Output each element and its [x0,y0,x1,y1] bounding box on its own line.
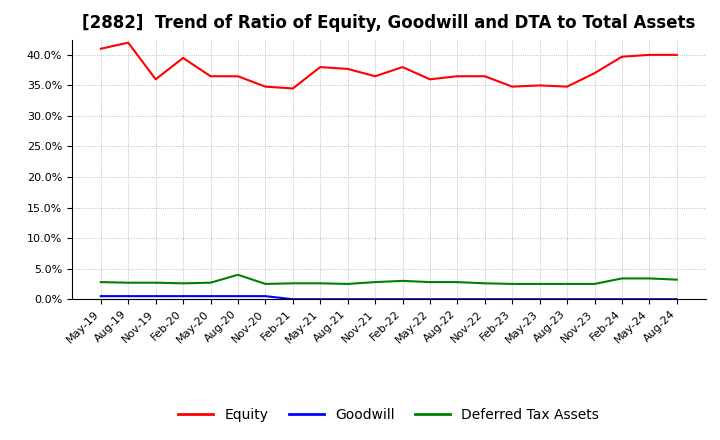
Deferred Tax Assets [672,277,681,282]
Equity [289,86,297,91]
Goodwill [151,293,160,299]
Deferred Tax Assets [398,278,407,283]
Deferred Tax Assets [508,281,516,286]
Equity [124,40,132,45]
Equity [618,54,626,59]
Goodwill [618,297,626,302]
Goodwill [371,297,379,302]
Goodwill [261,293,270,299]
Goodwill [645,297,654,302]
Equity [371,73,379,79]
Goodwill [590,297,599,302]
Goodwill [289,297,297,302]
Title: [2882]  Trend of Ratio of Equity, Goodwill and DTA to Total Assets: [2882] Trend of Ratio of Equity, Goodwil… [82,15,696,33]
Goodwill [453,297,462,302]
Equity [590,70,599,76]
Deferred Tax Assets [371,279,379,285]
Equity [645,52,654,58]
Goodwill [508,297,516,302]
Deferred Tax Assets [645,276,654,281]
Deferred Tax Assets [179,281,187,286]
Deferred Tax Assets [96,279,105,285]
Goodwill [96,293,105,299]
Goodwill [316,297,325,302]
Goodwill [563,297,572,302]
Deferred Tax Assets [151,280,160,286]
Equity [508,84,516,89]
Equity [672,52,681,58]
Line: Equity: Equity [101,43,677,88]
Goodwill [672,297,681,302]
Goodwill [536,297,544,302]
Goodwill [426,297,434,302]
Line: Goodwill: Goodwill [101,296,677,299]
Equity [563,84,572,89]
Goodwill [480,297,489,302]
Equity [151,77,160,82]
Equity [453,73,462,79]
Goodwill [206,293,215,299]
Deferred Tax Assets [316,281,325,286]
Legend: Equity, Goodwill, Deferred Tax Assets: Equity, Goodwill, Deferred Tax Assets [173,402,605,427]
Deferred Tax Assets [289,281,297,286]
Deferred Tax Assets [480,281,489,286]
Deferred Tax Assets [261,281,270,286]
Goodwill [124,293,132,299]
Deferred Tax Assets [206,280,215,286]
Deferred Tax Assets [536,281,544,286]
Deferred Tax Assets [618,276,626,281]
Line: Deferred Tax Assets: Deferred Tax Assets [101,275,677,284]
Goodwill [343,297,352,302]
Equity [96,46,105,51]
Equity [343,66,352,72]
Equity [316,64,325,70]
Equity [398,64,407,70]
Deferred Tax Assets [453,279,462,285]
Deferred Tax Assets [563,281,572,286]
Equity [261,84,270,89]
Equity [426,77,434,82]
Goodwill [398,297,407,302]
Goodwill [179,293,187,299]
Equity [206,73,215,79]
Deferred Tax Assets [124,280,132,286]
Deferred Tax Assets [233,272,242,277]
Equity [536,83,544,88]
Deferred Tax Assets [426,279,434,285]
Equity [179,55,187,61]
Deferred Tax Assets [590,281,599,286]
Deferred Tax Assets [343,281,352,286]
Equity [233,73,242,79]
Equity [480,73,489,79]
Goodwill [233,293,242,299]
